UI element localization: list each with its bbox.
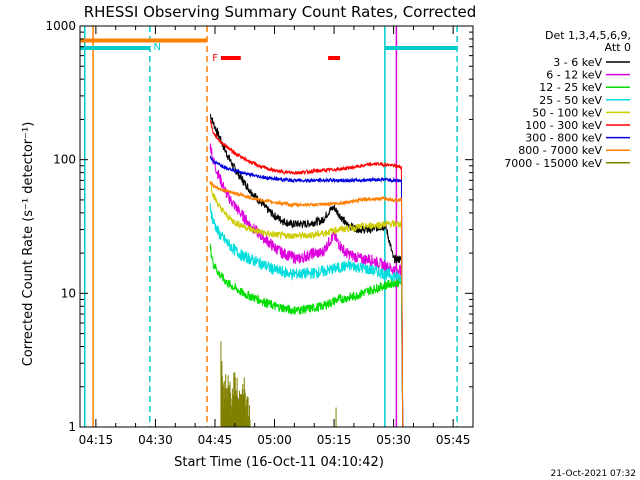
legend-label-100-300-kev: 100 - 300 keV: [525, 119, 602, 132]
series-50-100-kev: [209, 181, 404, 427]
series-6-12-kev: [209, 143, 404, 427]
x-axis-label: Start Time (16-Oct-11 04:10:42): [174, 455, 384, 470]
series-7000-15000-kev: [220, 341, 337, 427]
x-tick-label: 05:30: [376, 433, 411, 447]
y-tick-label: 1: [68, 420, 76, 434]
legend-label-7000-15000-kev: 7000 - 15000 keV: [504, 157, 602, 170]
x-tick-label: 04:45: [198, 433, 233, 447]
y-tick-label: 100: [53, 153, 76, 167]
legend-label-12-25-kev: 12 - 25 keV: [539, 81, 602, 94]
annotation-label: N: [153, 42, 160, 53]
legend-label-25-50-kev: 25 - 50 keV: [539, 94, 602, 107]
x-axis: 04:15 04:30 04:45 05:00 05:15 05:30 05:45: [79, 26, 474, 447]
series-3-6-kev: [209, 113, 404, 427]
legend-header: Det 1,3,4,5,6,9,: [545, 29, 631, 42]
series-300-800-kev: [209, 155, 404, 427]
series-800-7000-kev: [209, 181, 404, 427]
chart-title: RHESSI Observing Summary Count Rates, Co…: [84, 3, 477, 21]
legend-label-3-6-kev: 3 - 6 keV: [553, 56, 602, 69]
y-tick-label: 10: [61, 286, 76, 300]
x-tick-label: 04:30: [138, 433, 173, 447]
legend-label-6-12-kev: 6 - 12 keV: [546, 69, 602, 82]
y-tick-label: 1000: [45, 19, 76, 33]
legend-label-800-7000-kev: 800 - 7000 keV: [518, 144, 602, 157]
x-tick-label: 05:15: [317, 433, 352, 447]
y-axis-label: Corrected Count Rate (s⁻¹ detector⁻¹): [21, 122, 36, 367]
legend-header: Att 0: [605, 41, 631, 54]
x-tick-label: 04:15: [79, 433, 114, 447]
series-12-25-kev: [209, 243, 404, 427]
x-tick-label: 05:00: [257, 433, 292, 447]
y-axis: 1 10 100 1000: [45, 19, 473, 434]
series-25-50-kev: [209, 203, 404, 427]
plot-frame: [79, 25, 474, 428]
legend-label-300-800-kev: 300 - 800 keV: [525, 132, 602, 145]
x-tick-label: 05:45: [436, 433, 471, 447]
timestamp: 21-Oct-2021 07:32: [551, 469, 636, 479]
series-100-300-kev: [210, 119, 404, 427]
legend-label-50-100-kev: 50 - 100 keV: [532, 106, 602, 119]
annotation-label: F: [212, 53, 218, 64]
